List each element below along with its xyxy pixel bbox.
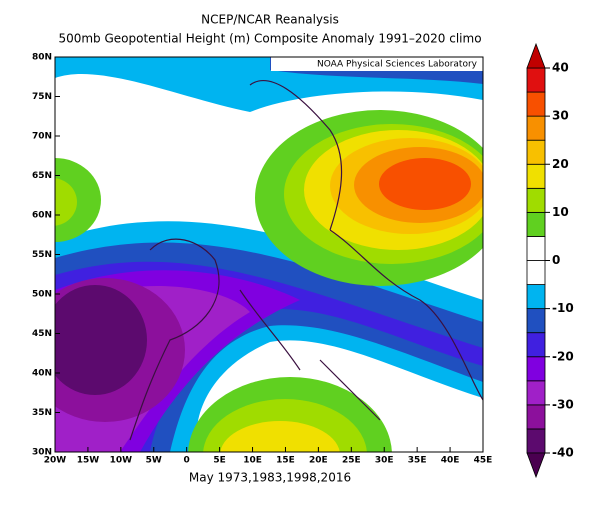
y-tick-label: 80N <box>32 53 52 63</box>
colorbar-band <box>526 139 546 165</box>
coastline <box>249 80 343 231</box>
y-tick-label: 50N <box>32 290 52 300</box>
x-tick-label: 40E <box>441 456 460 466</box>
colorbar-band <box>526 67 546 93</box>
y-tick-label: 60N <box>32 211 52 221</box>
x-tick-label: 25E <box>342 456 361 466</box>
colorbar-over <box>526 42 546 69</box>
anomaly-area <box>220 421 340 452</box>
colorbar-label: 20 <box>552 157 569 171</box>
x-tick-label: 20E <box>309 456 328 466</box>
anomaly-area <box>55 285 147 395</box>
x-tick-label: 5W <box>146 456 162 466</box>
y-tick-label: 40N <box>32 369 52 379</box>
x-tick-label: 30E <box>375 456 394 466</box>
x-tick-label: 10W <box>110 456 133 466</box>
colorbar-label: 40 <box>552 61 569 75</box>
x-tick-label: 35E <box>408 456 427 466</box>
y-tick-label: 30N <box>32 448 52 458</box>
colorbar-label: 10 <box>552 205 569 219</box>
x-tick-label: 20W <box>44 456 67 466</box>
colorbar-under <box>526 452 546 479</box>
colorbar-band <box>526 115 546 141</box>
y-tick-label: 70N <box>32 132 52 142</box>
chart-subtitle: 500mb Geopotential Height (m) Composite … <box>58 32 481 46</box>
colorbar-band <box>526 404 546 430</box>
colorbar-label: 0 <box>552 253 560 267</box>
x-tick-label: 45E <box>474 456 493 466</box>
x-tick-label: 15E <box>276 456 295 466</box>
colorbar-label: -40 <box>552 446 574 460</box>
x-tick-label: 15W <box>77 456 100 466</box>
y-tick-label: 55N <box>32 250 52 260</box>
credit: NOAA Physical Sciences Laboratory <box>317 60 478 70</box>
coastline <box>329 229 483 401</box>
anomaly-area <box>203 399 367 452</box>
coastline <box>239 289 381 421</box>
coastline <box>129 238 220 441</box>
colorbar-band <box>526 308 546 334</box>
colorbar-band <box>526 187 546 213</box>
colorbar-band <box>526 260 546 285</box>
y-tick-label: 45N <box>32 329 52 339</box>
colorbar-label: -30 <box>552 397 574 411</box>
colorbar-band <box>526 91 546 117</box>
colorbar-band <box>526 356 546 382</box>
chart-title: NCEP/NCAR Reanalysis <box>201 13 339 27</box>
colorbar-band <box>526 163 546 189</box>
colorbar-label: -10 <box>552 301 574 315</box>
y-tick-label: 35N <box>32 408 52 418</box>
colorbar-band <box>526 428 546 454</box>
y-tick-label: 65N <box>32 171 52 181</box>
anomaly-area <box>55 178 77 226</box>
colorbar-band <box>526 211 546 237</box>
credit-box <box>271 57 483 71</box>
colorbar-band <box>526 236 546 261</box>
x-tick-label: 10E <box>243 456 262 466</box>
y-tick-label: 75N <box>32 92 52 102</box>
colorbar-band <box>526 332 546 358</box>
caption: May 1973,1983,1998,2016 <box>189 471 351 485</box>
x-tick-label: 5E <box>213 456 225 466</box>
anomaly-area <box>379 158 471 210</box>
x-tick-label: 0 <box>184 456 190 466</box>
colorbar-band <box>526 380 546 406</box>
colorbar-label: 30 <box>552 109 569 123</box>
colorbar-label: -20 <box>552 349 574 363</box>
map-area <box>55 57 483 452</box>
colorbar-band <box>526 284 546 310</box>
